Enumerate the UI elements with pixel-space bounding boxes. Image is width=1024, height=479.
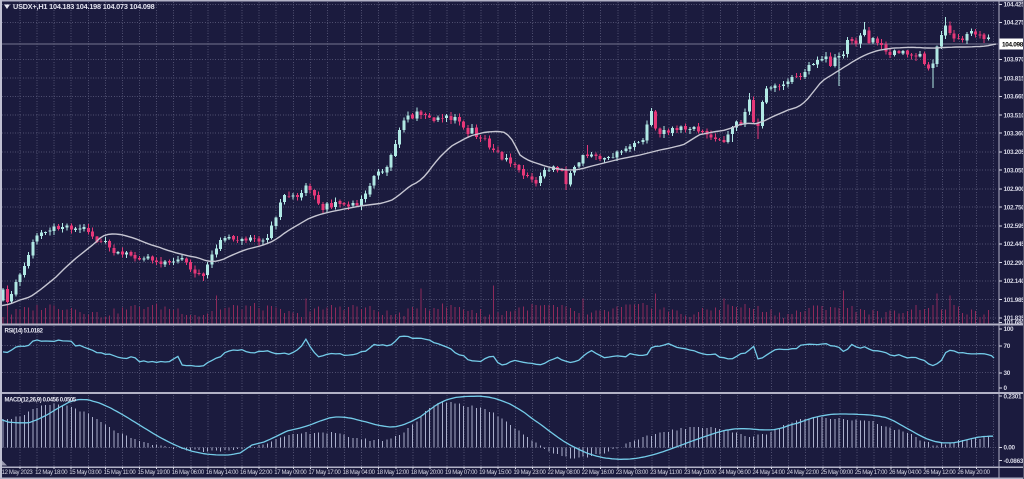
svg-text:MACD(12,26,9) 0.0456 0.0505: MACD(12,26,9) 0.0456 0.0505: [5, 397, 77, 403]
svg-text:102.750: 102.750: [1004, 204, 1024, 211]
svg-text:102.290: 102.290: [1004, 260, 1024, 267]
svg-text:22 May 16:00: 22 May 16:00: [582, 470, 615, 476]
svg-text:12 May 2023: 12 May 2023: [2, 470, 34, 476]
svg-text:25 May 17:00: 25 May 17:00: [855, 470, 888, 476]
svg-text:16 May 06:00: 16 May 06:00: [172, 470, 205, 476]
svg-text:16 May 14:00: 16 May 14:00: [206, 470, 239, 476]
svg-text:17 May 09:00: 17 May 09:00: [274, 470, 307, 476]
svg-text:16 May 22:00: 16 May 22:00: [240, 470, 273, 476]
svg-text:103.970: 103.970: [1004, 57, 1024, 64]
svg-text:103.205: 103.205: [1004, 149, 1024, 156]
svg-text:30: 30: [1004, 370, 1011, 377]
svg-text:103.510: 103.510: [1004, 112, 1024, 119]
svg-text:103.815: 103.815: [1004, 75, 1024, 82]
svg-text:17 May 17:00: 17 May 17:00: [308, 470, 341, 476]
svg-text:18 May 20:00: 18 May 20:00: [411, 470, 444, 476]
svg-text:23 May 11:00: 23 May 11:00: [650, 470, 683, 476]
svg-text:101.985: 101.985: [1004, 297, 1024, 304]
svg-text:101.680: 101.680: [1004, 320, 1024, 327]
svg-text:70: 70: [1004, 343, 1011, 350]
svg-text:22 May 08:00: 22 May 08:00: [548, 470, 581, 476]
svg-text:19 May 23:00: 19 May 23:00: [513, 470, 546, 476]
svg-text:24 May 22:00: 24 May 22:00: [787, 470, 820, 476]
svg-text:102.595: 102.595: [1004, 223, 1024, 230]
svg-text:USDX+,H1 104.183 104.198 104.0: USDX+,H1 104.183 104.198 104.073 104.098: [13, 2, 155, 11]
svg-text:26 May 04:00: 26 May 04:00: [889, 470, 922, 476]
svg-text:103.055: 103.055: [1004, 167, 1024, 174]
svg-text:102.445: 102.445: [1004, 241, 1024, 248]
svg-text:0.00: 0.00: [1004, 445, 1016, 452]
svg-text:103.360: 103.360: [1004, 130, 1024, 137]
svg-text:15 May 19:00: 15 May 19:00: [138, 470, 171, 476]
svg-text:103.665: 103.665: [1004, 94, 1024, 101]
svg-text:26 May 20:00: 26 May 20:00: [957, 470, 990, 476]
svg-text:19 May 07:00: 19 May 07:00: [445, 470, 478, 476]
svg-text:104.275: 104.275: [1004, 20, 1024, 27]
svg-text:24 May 14:00: 24 May 14:00: [752, 470, 785, 476]
svg-text:102.900: 102.900: [1004, 186, 1024, 193]
svg-text:0.2301: 0.2301: [1004, 393, 1022, 400]
svg-text:0: 0: [1004, 385, 1008, 392]
svg-text:18 May 04:00: 18 May 04:00: [343, 470, 376, 476]
svg-text:100: 100: [1004, 326, 1015, 333]
svg-text:18 May 12:00: 18 May 12:00: [377, 470, 410, 476]
svg-text:26 May 12:00: 26 May 12:00: [923, 470, 956, 476]
svg-text:-0.0863: -0.0863: [1004, 458, 1024, 465]
svg-text:104.098: 104.098: [1002, 42, 1024, 49]
svg-text:15 May 03:00: 15 May 03:00: [69, 470, 102, 476]
svg-text:RSI(14) 51.0182: RSI(14) 51.0182: [5, 329, 44, 335]
svg-text:25 May 09:00: 25 May 09:00: [821, 470, 854, 476]
svg-text:12 May 18:00: 12 May 18:00: [35, 470, 68, 476]
svg-text:104.425: 104.425: [1004, 2, 1024, 9]
svg-text:23 May 19:00: 23 May 19:00: [684, 470, 717, 476]
svg-text:15 May 11:00: 15 May 11:00: [104, 470, 137, 476]
svg-text:23 May 03:00: 23 May 03:00: [616, 470, 649, 476]
svg-text:101.835: 101.835: [1004, 315, 1024, 322]
svg-text:19 May 15:00: 19 May 15:00: [479, 470, 512, 476]
svg-text:24 May 06:00: 24 May 06:00: [718, 470, 751, 476]
svg-text:102.140: 102.140: [1004, 278, 1024, 285]
